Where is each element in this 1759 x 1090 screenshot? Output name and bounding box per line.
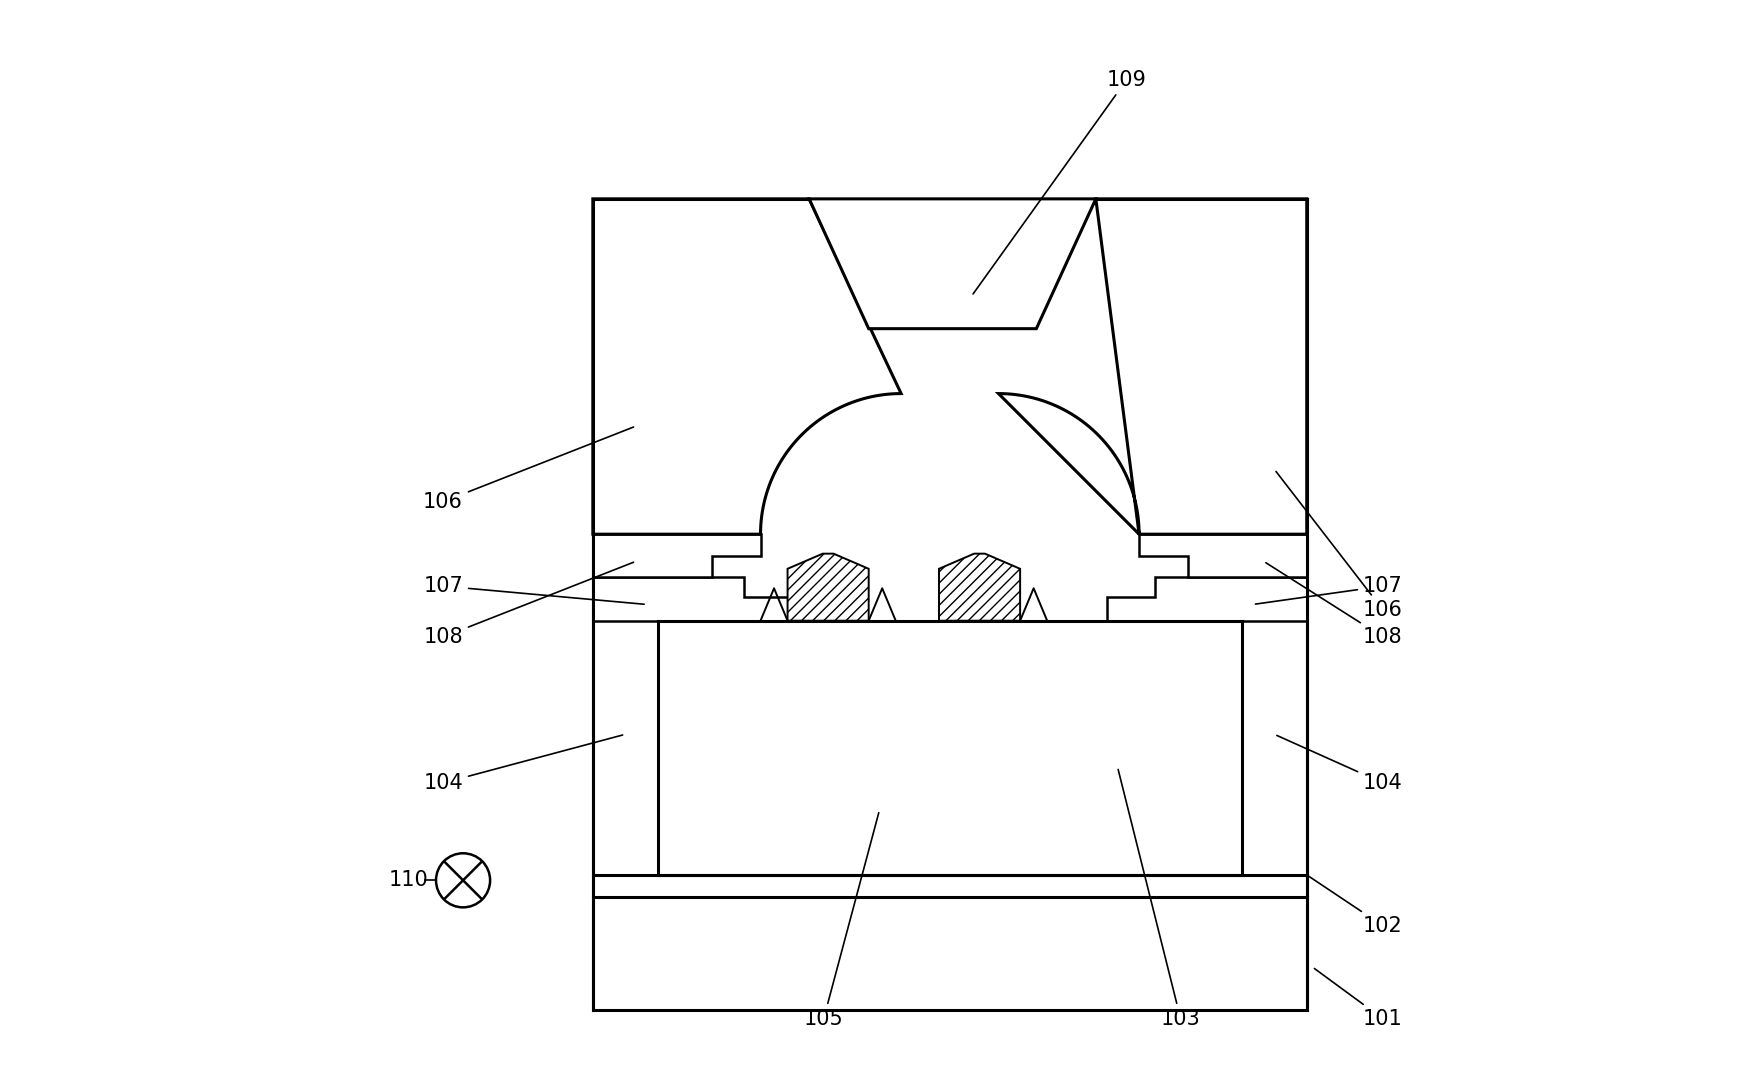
Text: 103: 103 xyxy=(1119,770,1200,1029)
Text: 107: 107 xyxy=(1256,577,1402,604)
Polygon shape xyxy=(939,554,1020,620)
Polygon shape xyxy=(999,198,1307,534)
Polygon shape xyxy=(788,554,869,620)
Polygon shape xyxy=(1106,578,1307,620)
Text: 107: 107 xyxy=(424,577,644,604)
Polygon shape xyxy=(593,534,760,578)
Polygon shape xyxy=(809,198,1096,329)
Text: 105: 105 xyxy=(804,813,880,1029)
Text: 109: 109 xyxy=(973,70,1147,294)
Polygon shape xyxy=(593,198,901,534)
Polygon shape xyxy=(593,578,793,620)
Text: 101: 101 xyxy=(1314,969,1402,1029)
Text: 104: 104 xyxy=(424,735,623,792)
FancyBboxPatch shape xyxy=(593,198,1307,1010)
Text: 102: 102 xyxy=(1309,876,1402,935)
Text: 106: 106 xyxy=(1275,472,1404,620)
Text: 104: 104 xyxy=(1277,736,1402,792)
Text: 106: 106 xyxy=(424,427,633,511)
Polygon shape xyxy=(1140,534,1307,578)
Text: 110: 110 xyxy=(389,870,429,891)
Text: 108: 108 xyxy=(1266,562,1402,647)
Text: 108: 108 xyxy=(424,562,633,647)
